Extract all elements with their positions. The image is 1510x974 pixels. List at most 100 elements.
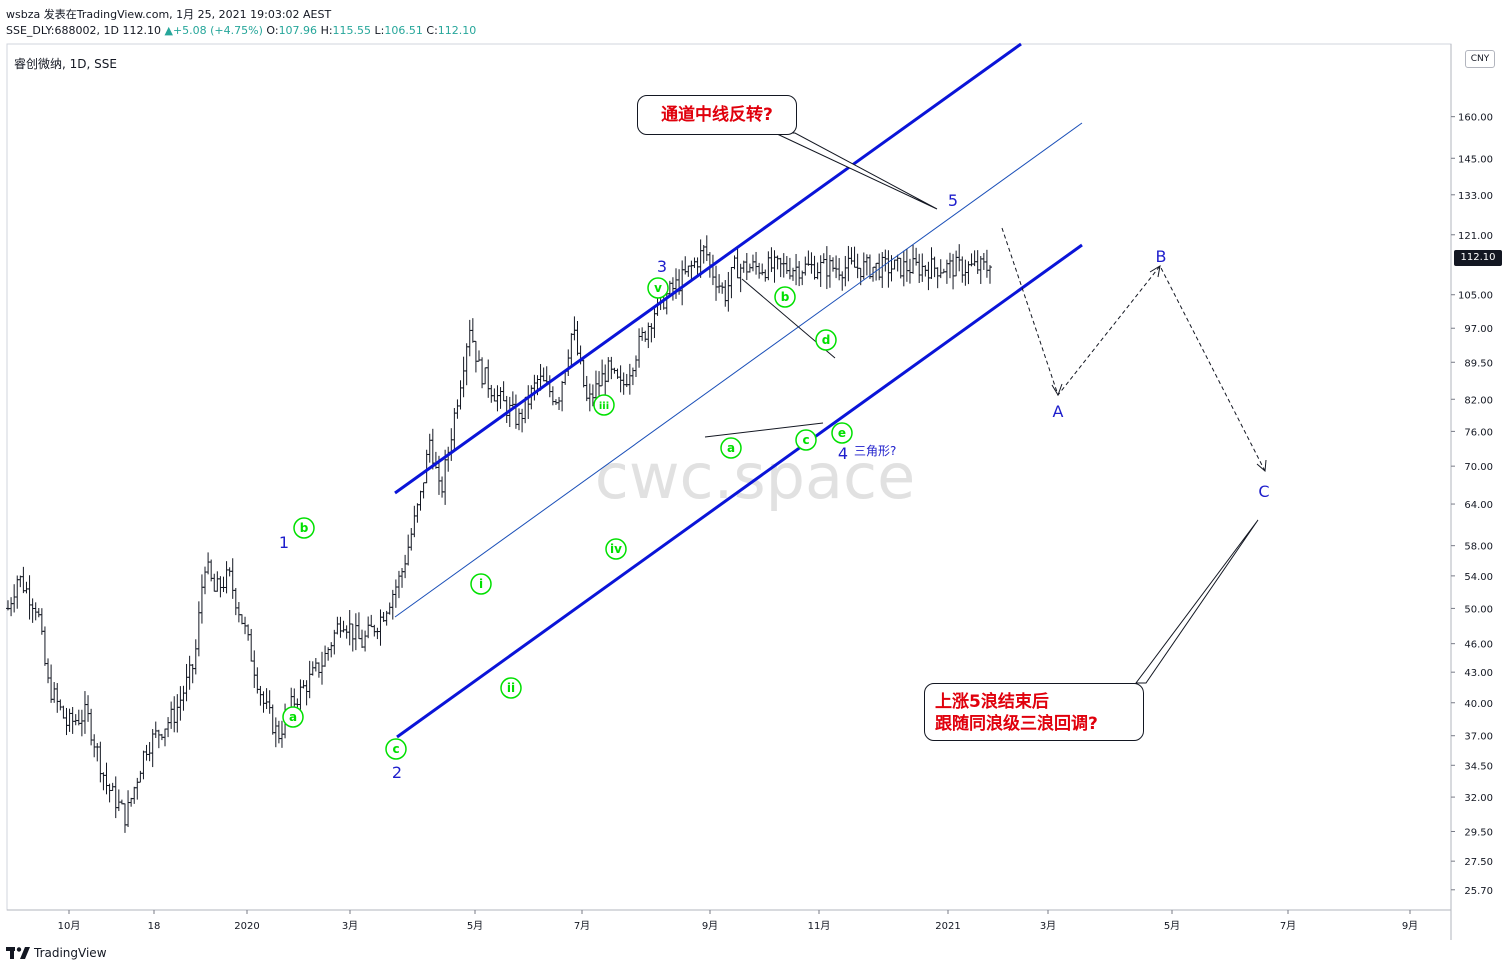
instrument-title: 睿创微纳, 1D, SSE [14,55,117,72]
x-tick-label: 7月 [1280,920,1296,932]
wave-circle-green [385,738,407,760]
y-tick-label: 46.00 [1464,640,1493,651]
wave-circle-green [647,277,669,299]
wave-circle-green [293,517,315,539]
wave-label-green: c [802,433,809,447]
wave-label-green: c [392,742,399,756]
y-tick-label: 64.00 [1464,500,1493,511]
last-price-label: 112.10 [1454,250,1502,266]
close-value: 112.10 [437,24,477,37]
callout-top: 通道中线反转? [637,95,797,135]
x-tick-label: 9月 [702,920,718,932]
wave-circle-green [815,329,837,351]
low-value: 106.51 [384,24,423,37]
wave-label-green: d [822,333,831,347]
x-tick-label: 11月 [808,920,831,932]
projection-arrow-c [1256,459,1267,473]
wave-circle-green [795,429,817,451]
ohlc-readout: SSE_DLY:688002, 1D 112.10 ▲+5.08 (+4.75%… [6,24,476,37]
footer-brand: TradingView [34,946,107,960]
plot-frame [6,43,1452,911]
low-label: L: [374,24,385,37]
wave-label-green: a [289,710,297,724]
wave-label-blue: B [1156,247,1167,266]
y-tick-label: 43.00 [1464,668,1493,679]
y-tick-label: 70.00 [1464,462,1493,473]
y-tick-label: 27.50 [1464,857,1493,868]
x-tick-label: 5月 [1164,920,1180,932]
y-tick-label: 76.00 [1464,427,1493,438]
y-tick-label: 25.70 [1464,886,1493,897]
symbol-info: SSE_DLY:688002, 1D 112.10 [6,24,161,37]
callout-bottom-line1: 上涨5浪结束后 [935,692,1049,712]
y-tick-label: 29.50 [1464,827,1493,838]
wave-circle-green [470,573,492,595]
y-tick-label: 32.00 [1464,793,1493,804]
wave-label-blue: 4 [838,444,848,463]
up-arrow-icon: ▲ [164,24,173,37]
wave-circle-green [774,286,796,308]
wave-label-green: b [300,521,309,535]
wave-label-blue: A [1053,402,1064,421]
y-tick-label: 145.00 [1458,154,1493,165]
wave-circle-green [500,677,522,699]
y-tick-label: 121.00 [1458,231,1493,242]
currency-button[interactable]: CNY [1465,50,1495,68]
projection-path [1001,227,1266,472]
y-tick-label: 40.00 [1464,699,1493,710]
channel-middle [394,122,1083,618]
wave-label-blue: 3 [657,257,667,276]
x-tick-label: 7月 [574,920,590,932]
footer: TradingView [6,946,107,960]
wave-label-blue: 5 [948,191,958,210]
close-label: C: [426,24,438,37]
tradingview-logo-icon [6,947,30,959]
wave-circle-green [720,437,742,459]
triangle-lower [704,422,824,438]
x-tick-label: 18 [148,921,161,932]
x-tick-label: 2021 [935,921,960,932]
callout-bottom: 上涨5浪结束后 跟随同浪级三浪回调? [924,683,1144,741]
wave-label-green: iii [599,401,609,412]
y-tick-label: 105.00 [1458,291,1493,302]
y-tick-label: 160.00 [1458,113,1493,124]
price-bars [6,235,992,833]
y-tick-label: 34.50 [1464,761,1493,772]
projection-arrow-a [1051,383,1063,397]
wave-circle-green [605,538,627,560]
wave-label-green: iv [610,542,622,556]
open-value: 107.96 [278,24,318,37]
y-tick-label: 54.00 [1464,572,1493,583]
y-tick-label: 58.00 [1464,542,1493,553]
high-label: H: [320,24,333,37]
y-tick-label: 37.00 [1464,732,1493,743]
high-value: 115.55 [332,24,372,37]
channel-upper [394,42,1022,495]
wave-circle-green [593,394,615,416]
change-value: +5.08 (+4.75%) [172,24,263,37]
wave-label-green: ii [507,681,515,695]
callout-top-text: 通道中线反转? [661,105,773,125]
publish-line: wsbza 发表在TradingView.com, 1月 25, 2021 19… [6,8,332,21]
y-tick-label: 50.00 [1464,604,1493,615]
wave-label-blue: 2 [392,763,402,782]
x-tick-label: 10月 [58,920,81,932]
wave-label-green: v [654,281,662,295]
watermark-text: cwc.space [595,440,915,513]
triangle-label: 三角形? [854,444,896,458]
y-tick-label: 133.00 [1458,191,1493,202]
wave-label-green: i [479,577,483,591]
channel-lower [396,243,1083,739]
y-tick-label: 97.00 [1464,324,1493,335]
wave-label-green: a [727,441,735,455]
wave-label-blue: 1 [279,533,289,552]
callout-bottom-pointer [1135,519,1259,684]
x-tick-label: 3月 [1040,920,1056,932]
callout-bottom-line2: 跟随同浪级三浪回调? [935,714,1098,734]
wave-label-green: e [838,426,846,440]
open-label: O: [266,24,279,37]
x-tick-label: 3月 [342,920,358,932]
y-tick-label: 82.00 [1464,395,1493,406]
y-tick-label: 89.50 [1464,358,1493,369]
